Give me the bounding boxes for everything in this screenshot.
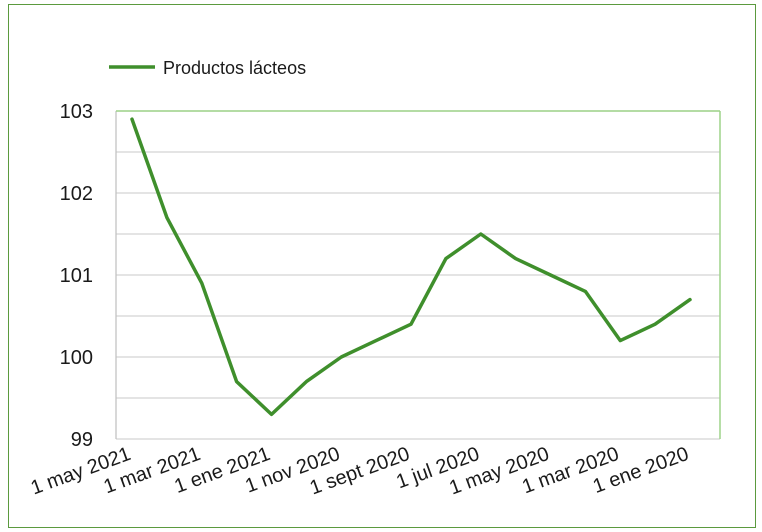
y-tick-label: 103 bbox=[60, 101, 93, 123]
y-tick-label: 101 bbox=[60, 265, 93, 287]
series-group bbox=[130, 117, 692, 417]
legend-label: Productos lácteos bbox=[163, 58, 306, 78]
axes bbox=[115, 110, 721, 439]
y-tick-label: 100 bbox=[60, 347, 93, 369]
y-tick-label: 99 bbox=[71, 429, 93, 451]
series-line bbox=[130, 117, 692, 417]
chart-frame: 103 102 101 100 99 1 may 2021 1 mar 2021 1 ene… bbox=[8, 4, 756, 528]
legend: Productos lácteos bbox=[109, 58, 306, 78]
y-axis-ticks: 103 102 101 100 99 bbox=[60, 101, 93, 451]
y-tick-label: 102 bbox=[60, 183, 93, 205]
grid-lines bbox=[116, 110, 720, 440]
